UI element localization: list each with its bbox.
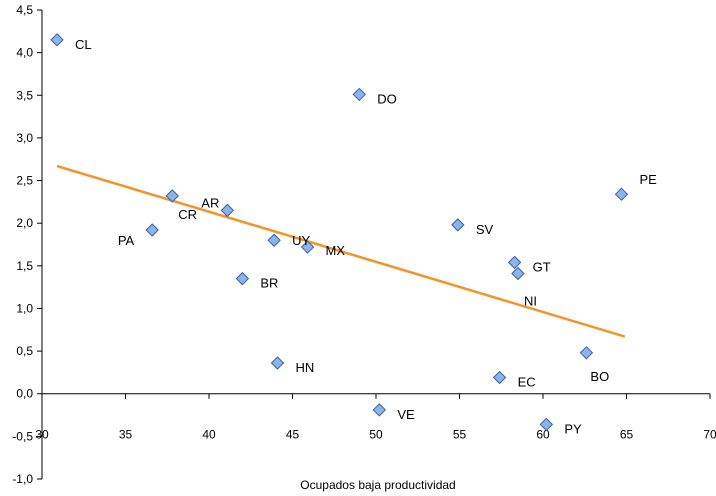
x-tick-label: 55 xyxy=(453,428,467,442)
data-point-cr xyxy=(165,189,179,203)
point-label-hn: HN xyxy=(295,360,314,375)
x-tick-label: 65 xyxy=(620,428,634,442)
point-label-gt: GT xyxy=(533,259,551,274)
x-tick-label: 70 xyxy=(703,428,716,442)
data-point-py xyxy=(539,417,554,432)
y-tick-label: 0,5 xyxy=(16,344,33,358)
x-tick-label: 45 xyxy=(286,428,300,442)
data-point-mx xyxy=(300,240,315,254)
point-label-cr: CR xyxy=(178,207,197,222)
y-tick-label: 1,5 xyxy=(16,259,33,273)
data-point-gt xyxy=(507,255,522,270)
x-tick-label: 60 xyxy=(536,428,550,442)
x-tick-label: 30 xyxy=(35,428,49,442)
data-point-pe xyxy=(614,187,629,201)
data-point-ve xyxy=(372,403,387,417)
y-tick-label: 2,0 xyxy=(16,216,33,230)
point-label-sv: SV xyxy=(476,222,494,237)
point-labels: CL DO PE CR AR SV PA UY MX GT NI BR BO HN EC VE PY xyxy=(75,37,657,437)
data-point-hn xyxy=(270,356,285,370)
data-point-ec xyxy=(492,370,507,385)
y-tick-label: 0,0 xyxy=(16,387,33,401)
point-label-bo: BO xyxy=(590,369,609,384)
data-point-bo xyxy=(579,346,594,360)
data-point-uy xyxy=(267,233,281,247)
y-tick-label: 4,5 xyxy=(16,3,33,17)
x-axis-title: Ocupados baja productividad xyxy=(300,478,455,492)
point-label-uy: UY xyxy=(292,233,310,248)
data-point-ni xyxy=(511,266,525,281)
point-label-pa: PA xyxy=(118,233,135,248)
point-label-pe: PE xyxy=(639,172,657,187)
y-tick-label: -1,0 xyxy=(12,472,33,486)
axes: -1,0 -0,5 0,0 0,5 1,0 1,5 2,0 2,5 3,0 3,5 4,0 4,5 30… xyxy=(12,3,716,486)
point-label-py: PY xyxy=(564,421,582,436)
y-tick-label: 3,5 xyxy=(16,88,33,102)
data-point-ar xyxy=(220,203,235,218)
y-tick-label: 2,5 xyxy=(16,174,33,188)
point-label-cl: CL xyxy=(75,37,92,52)
data-point-do xyxy=(352,87,367,102)
x-tick-label: 50 xyxy=(369,428,383,442)
y-tick-label: -0,5 xyxy=(12,429,33,443)
point-label-mx: MX xyxy=(326,243,346,258)
x-tick-label: 40 xyxy=(202,428,216,442)
x-tick-label: 35 xyxy=(119,428,133,442)
data-point-cl xyxy=(50,33,64,47)
y-tick-label: 3,0 xyxy=(16,131,33,145)
y-tick-label: 1,0 xyxy=(16,301,33,315)
point-label-br: BR xyxy=(260,276,278,291)
data-points xyxy=(50,33,629,432)
point-label-do: DO xyxy=(377,91,397,106)
data-point-br xyxy=(235,271,250,286)
y-tick-label: 4,0 xyxy=(16,46,33,60)
point-label-ve: VE xyxy=(397,407,415,422)
point-label-ec: EC xyxy=(518,375,536,390)
data-point-sv xyxy=(451,218,465,232)
data-point-pa xyxy=(145,223,159,237)
trendline-group xyxy=(56,164,626,338)
point-label-ni: NI xyxy=(524,293,537,308)
trendline xyxy=(56,164,626,338)
point-label-ar: AR xyxy=(201,195,219,210)
